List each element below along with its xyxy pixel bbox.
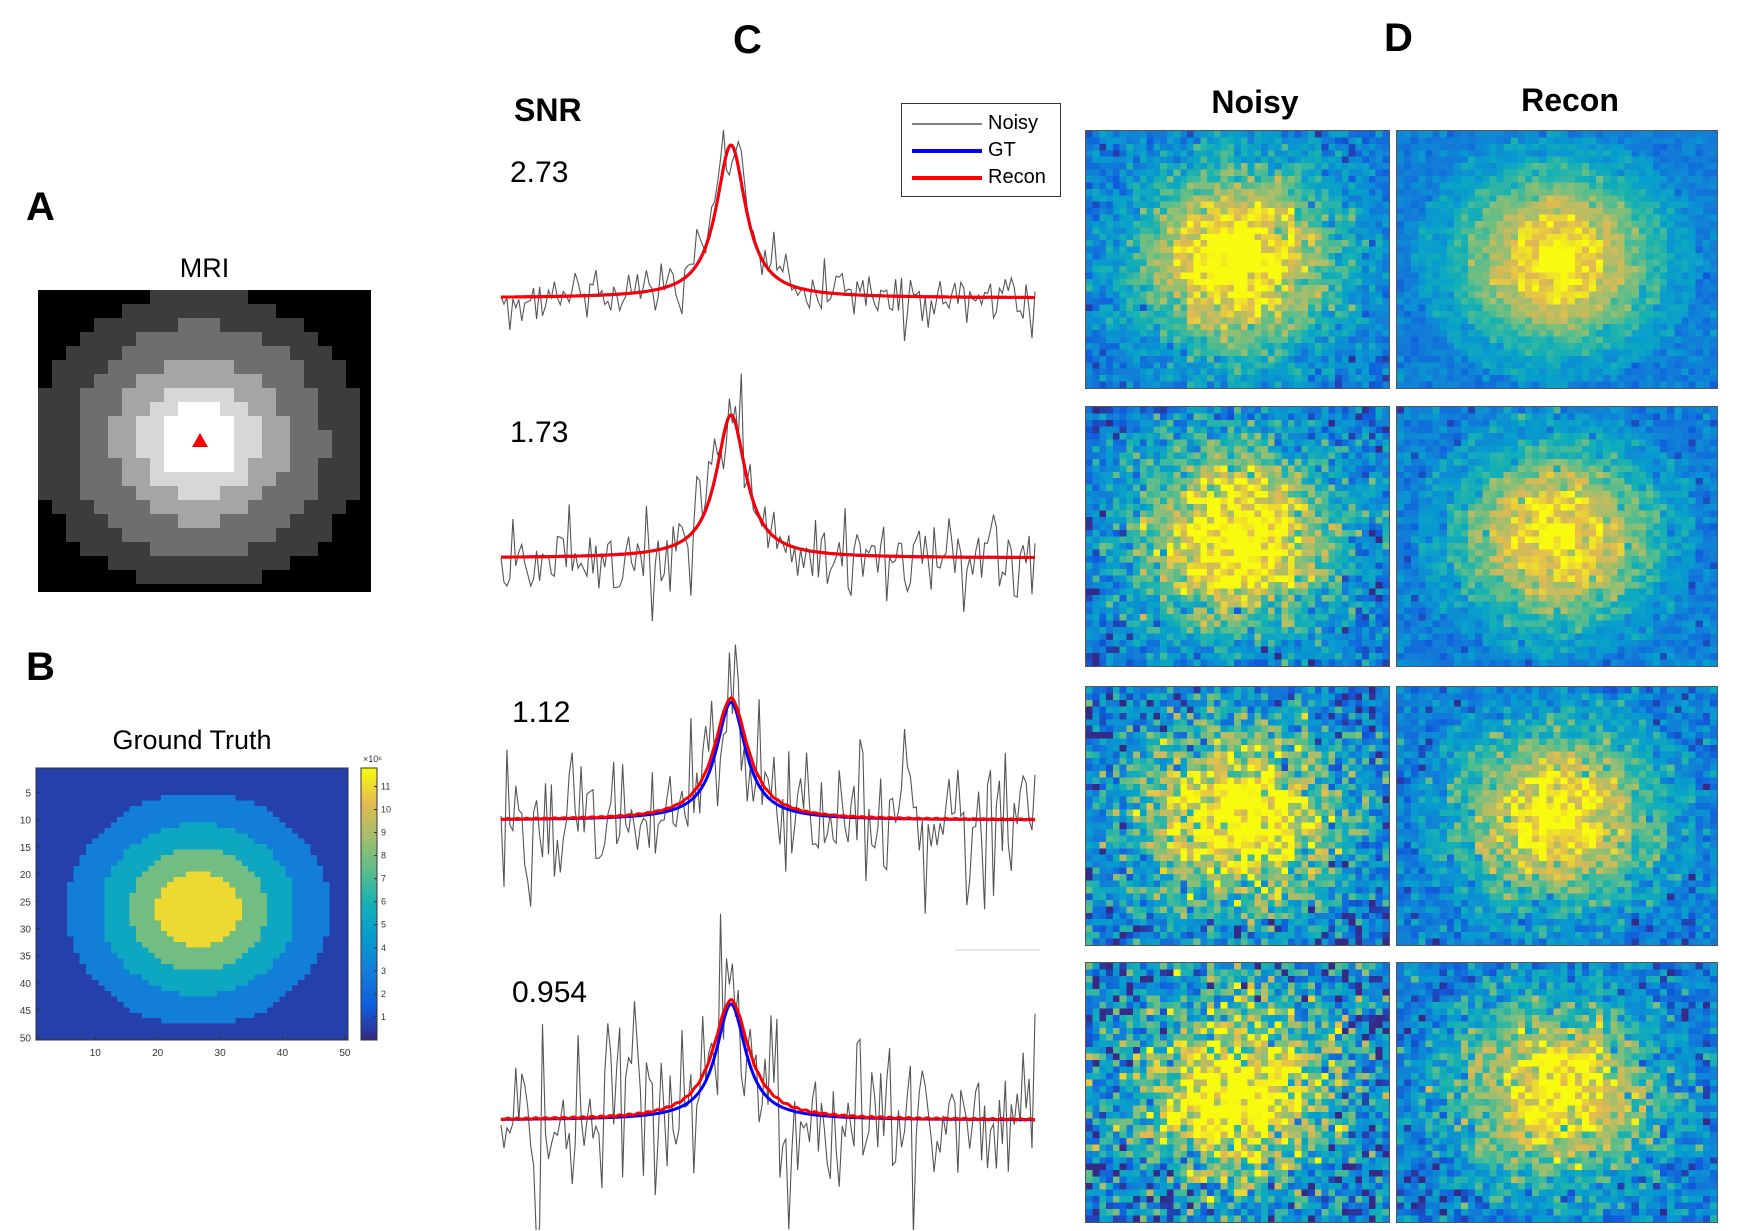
recon-map-2: [1396, 406, 1718, 667]
colorbar-tick-10: 10: [381, 804, 391, 814]
ground-truth-heatmap: [36, 768, 348, 1040]
y-tick-label-20: 20: [20, 870, 32, 881]
y-tick-label-10: 10: [20, 816, 32, 827]
colorbar-tick-2: 2: [381, 989, 386, 999]
snr-value-1: 2.73: [510, 156, 569, 189]
x-tick-label-50: 50: [339, 1048, 351, 1059]
mri-title: MRI: [179, 253, 230, 283]
snr-value-3: 1.12: [512, 696, 571, 729]
x-tick-label-30: 30: [215, 1048, 227, 1059]
panel-letter-b: B: [26, 645, 55, 689]
colorbar-tick-6: 6: [381, 897, 386, 907]
colorbar-tick-11: 11: [381, 781, 390, 791]
colorbar-tick-4: 4: [381, 943, 386, 953]
colorbar: [361, 768, 377, 1040]
recon-trace-2: [501, 413, 1035, 559]
noisy-trace-2: [500, 373, 1036, 622]
gt-trace-2: [501, 413, 1035, 559]
gt-trace-3: [501, 700, 1035, 822]
snr-value-2: 1.73: [510, 416, 569, 449]
colorbar-tick-8: 8: [381, 851, 386, 861]
colorbar-tick-1: 1: [381, 1012, 386, 1022]
x-tick-label-20: 20: [152, 1048, 164, 1059]
snr-value-4: 0.954: [512, 976, 588, 1009]
recon-map-3: [1396, 686, 1718, 946]
colorbar-tick-7: 7: [381, 874, 386, 884]
column-header-noisy: Noisy: [1211, 84, 1299, 120]
noisy-map-1: [1085, 130, 1390, 389]
y-tick-label-50: 50: [20, 1033, 32, 1044]
noisy-map-2: [1085, 406, 1390, 667]
red-triangle-marker: [192, 433, 208, 447]
noisy-map-3: [1085, 686, 1390, 946]
y-tick-label-5: 5: [25, 788, 31, 799]
y-tick-label-45: 45: [20, 1006, 32, 1017]
y-tick-label-15: 15: [20, 843, 32, 854]
spectra-legend: Noisy GT Recon: [901, 103, 1061, 197]
x-tick-label-40: 40: [277, 1048, 289, 1059]
colorbar-tick-9: 9: [381, 828, 386, 838]
column-header-recon: Recon: [1521, 82, 1619, 118]
x-tick-label-10: 10: [90, 1048, 102, 1059]
recon-trace-3: [500, 696, 1036, 822]
legend-label-gt: GT: [988, 139, 1016, 161]
noisy-trace-3: [500, 644, 1036, 914]
recon-map-4: [1396, 962, 1718, 1223]
recon-trace-4: [500, 998, 1036, 1122]
colorbar-tick-3: 3: [381, 966, 386, 976]
panel-letter-c: C: [733, 18, 762, 62]
colorbar-axis: ×10⁶ 1 2 3 4 5 6 7 8 9 10 11: [360, 754, 391, 1041]
ground-truth-axes: 10 20 30 40 50 5 10 15 20 25 30 35 40 45 50: [20, 767, 351, 1059]
panel-letter-a: A: [26, 185, 55, 229]
legend-label-recon: Recon: [988, 166, 1046, 188]
spectra-plots: [500, 129, 1040, 1230]
y-tick-label-25: 25: [20, 897, 32, 908]
noisy-trace-4: [500, 913, 1036, 1230]
legend-label-noisy: Noisy: [988, 112, 1039, 134]
panel-letter-d: D: [1384, 16, 1413, 60]
recon-trace-1: [501, 143, 1035, 299]
recon-map-1: [1396, 130, 1718, 389]
snr-header: SNR: [514, 92, 582, 128]
noisy-map-4: [1085, 962, 1390, 1223]
y-tick-label-30: 30: [20, 924, 32, 935]
y-tick-label-40: 40: [20, 979, 32, 990]
colorbar-multiplier: ×10⁶: [363, 754, 382, 764]
colorbar-tick-5: 5: [381, 920, 386, 930]
y-tick-label-35: 35: [20, 952, 32, 963]
ground-truth-title: Ground Truth: [112, 725, 272, 755]
